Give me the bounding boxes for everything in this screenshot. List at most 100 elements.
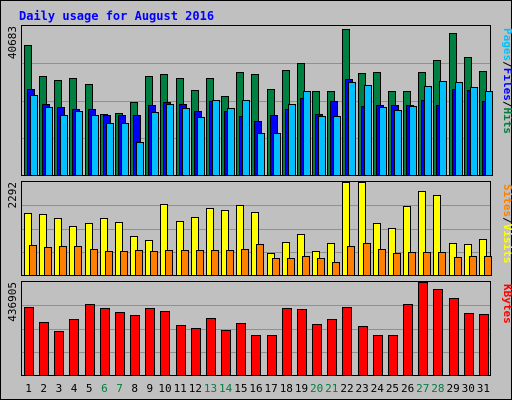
bar-visits-day-10 xyxy=(160,204,168,276)
y-axis-max-label: 2292 xyxy=(6,182,19,209)
legend-item-kbytes: KBytes xyxy=(501,284,512,324)
bar-sites-day-16 xyxy=(256,244,264,276)
x-tick-label-day-2: 2 xyxy=(40,382,47,395)
bar-pages-day-27 xyxy=(424,86,432,176)
bar-pages-day-20 xyxy=(318,116,326,176)
bar-kbytes-day-6 xyxy=(100,308,110,376)
bar-kbytes-day-1 xyxy=(24,307,34,376)
legend-separator: / xyxy=(501,61,512,68)
bar-kbytes-day-29 xyxy=(449,298,459,376)
bar-kbytes-day-13 xyxy=(206,318,216,376)
bar-sites-day-7 xyxy=(120,251,128,276)
bar-sites-day-1 xyxy=(29,245,37,276)
x-axis-tick-labels: 1 2 3 4 5 6 7 8 9 10 11 12 13 14 15 16 17 18 19 20 21 22 23 24 2… xyxy=(25,382,490,395)
bar-visits-day-27 xyxy=(418,191,426,276)
bar-visits-day-21 xyxy=(327,243,335,276)
bar-pages-day-28 xyxy=(439,81,447,176)
bar-kbytes-day-14 xyxy=(221,330,231,376)
bar-pages-day-15 xyxy=(242,100,250,176)
legend-item-pages: Pages xyxy=(501,28,512,61)
bar-visits-day-7 xyxy=(115,222,123,276)
bar-pages-day-1 xyxy=(30,95,38,176)
bar-kbytes-day-18 xyxy=(282,308,292,376)
bar-visits-day-2 xyxy=(39,214,47,276)
x-tick-label-day-4: 4 xyxy=(71,382,78,395)
bar-sites-day-17 xyxy=(272,258,280,276)
bar-pages-day-3 xyxy=(60,115,68,176)
bar-sites-day-12 xyxy=(196,250,204,276)
bar-visits-day-23 xyxy=(358,182,366,276)
x-tick-label-day-23: 23 xyxy=(356,382,369,395)
x-tick-label-day-24: 24 xyxy=(371,382,385,395)
bar-sites-day-18 xyxy=(287,258,295,276)
x-tick-label-day-18: 18 xyxy=(280,382,293,395)
x-tick-label-day-7: 7 xyxy=(116,382,123,395)
x-tick-label-day-3: 3 xyxy=(56,382,63,395)
legend-item-visits: Visits xyxy=(501,224,512,264)
x-tick-label-day-15: 15 xyxy=(234,382,247,395)
x-tick-label-day-16: 16 xyxy=(249,382,262,395)
y-axis-max-label: 436905 xyxy=(6,282,19,322)
bar-kbytes-day-23 xyxy=(358,326,368,376)
bar-pages-day-7 xyxy=(121,123,129,176)
x-tick-label-day-1: 1 xyxy=(25,382,32,395)
bar-sites-day-2 xyxy=(44,247,52,276)
bar-kbytes-day-8 xyxy=(130,315,140,376)
bar-pages-day-8 xyxy=(136,142,144,176)
x-tick-label-day-31: 31 xyxy=(477,382,490,395)
bar-visits-day-1 xyxy=(24,213,32,276)
bar-pages-day-23 xyxy=(364,85,372,176)
bar-kbytes-day-28 xyxy=(433,289,443,376)
bar-pages-day-18 xyxy=(288,104,296,176)
bar-pages-day-25 xyxy=(394,110,402,176)
legend-separator: / xyxy=(501,101,512,108)
x-tick-label-day-14: 14 xyxy=(219,382,233,395)
legend-item-files: Files xyxy=(501,68,512,101)
x-tick-label-day-22: 22 xyxy=(340,382,353,395)
bar-pages-day-21 xyxy=(333,116,341,176)
legend-hits-files-pages: Pages/Files/Hits xyxy=(501,28,512,134)
bar-pages-day-5 xyxy=(91,115,99,176)
x-tick-label-day-12: 12 xyxy=(189,382,202,395)
bar-sites-day-26 xyxy=(408,252,416,276)
bar-sites-day-3 xyxy=(59,246,67,276)
bar-kbytes-day-7 xyxy=(115,312,125,376)
bar-sites-day-20 xyxy=(317,258,325,276)
bar-kbytes-day-11 xyxy=(176,325,186,376)
x-tick-label-day-8: 8 xyxy=(131,382,138,395)
x-tick-label-day-20: 20 xyxy=(310,382,323,395)
bar-kbytes-day-17 xyxy=(267,335,277,376)
bar-sites-day-27 xyxy=(423,252,431,276)
bar-pages-day-9 xyxy=(151,112,159,176)
bar-kbytes-day-4 xyxy=(69,319,79,376)
bar-visits-day-19 xyxy=(297,234,305,276)
bar-kbytes-day-9 xyxy=(145,308,155,376)
bar-visits-day-22 xyxy=(342,182,350,276)
bar-sites-day-11 xyxy=(181,250,189,276)
bar-kbytes-day-21 xyxy=(327,319,337,376)
bar-sites-day-22 xyxy=(347,246,355,276)
bar-kbytes-day-26 xyxy=(403,304,413,376)
x-tick-label-day-6: 6 xyxy=(101,382,108,395)
bar-sites-day-23 xyxy=(363,243,371,276)
bar-kbytes-day-2 xyxy=(39,322,49,376)
bar-kbytes-day-20 xyxy=(312,324,322,376)
x-tick-label-day-29: 29 xyxy=(446,382,459,395)
x-tick-label-day-5: 5 xyxy=(86,382,93,395)
bar-sites-day-14 xyxy=(226,250,234,276)
x-tick-label-day-25: 25 xyxy=(386,382,399,395)
bar-sites-day-21 xyxy=(332,262,340,276)
bar-visits-day-6 xyxy=(100,218,108,276)
x-tick-label-day-11: 11 xyxy=(174,382,187,395)
bar-pages-day-2 xyxy=(45,107,53,176)
legend-item-sites: Sites xyxy=(501,184,512,217)
bar-pages-day-14 xyxy=(227,108,235,176)
bar-kbytes-day-19 xyxy=(297,309,307,376)
legend-item-hits: Hits xyxy=(501,108,512,135)
bar-sites-day-24 xyxy=(378,249,386,276)
legend-separator: / xyxy=(501,217,512,224)
x-tick-label-day-28: 28 xyxy=(431,382,444,395)
bar-pages-day-4 xyxy=(75,111,83,176)
bar-kbytes-day-31 xyxy=(479,314,489,376)
